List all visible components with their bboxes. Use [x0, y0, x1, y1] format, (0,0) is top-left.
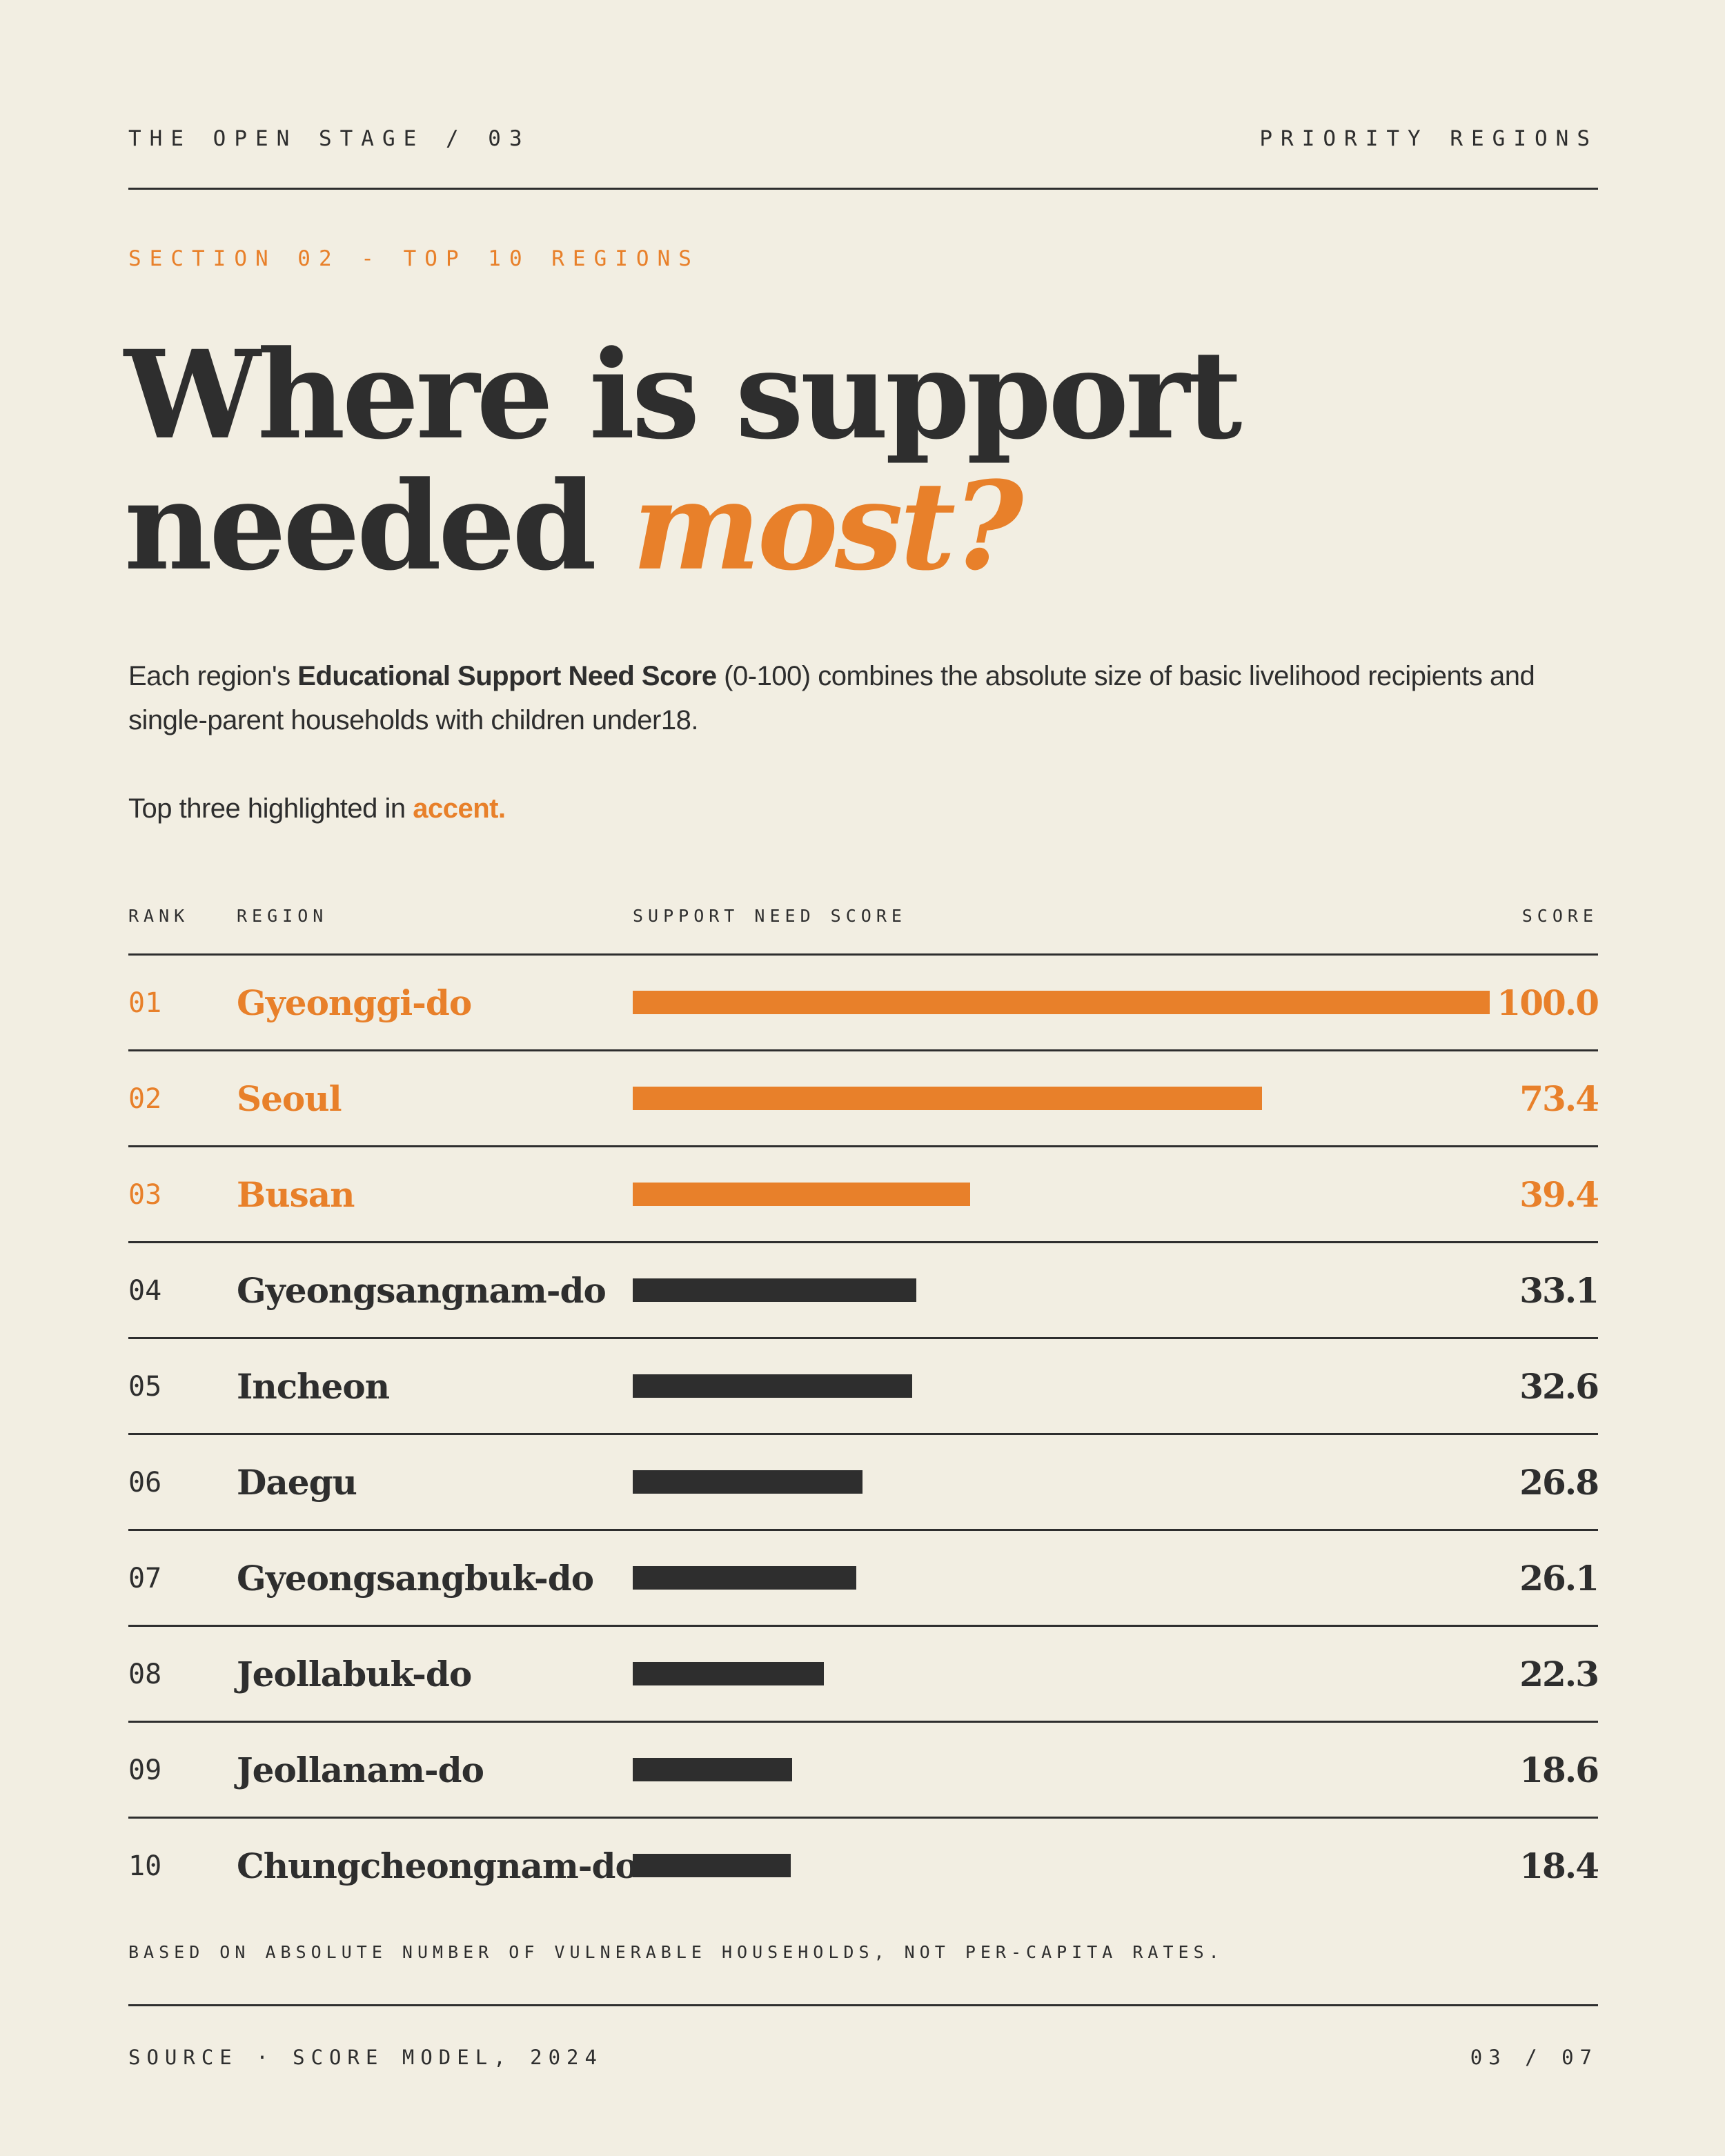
score-value: 39.4: [1519, 1174, 1599, 1215]
intro-text-end: (0-100) combines the absolute size of ba…: [128, 661, 1535, 735]
rank-label: 07: [128, 1563, 162, 1594]
score-bar: [633, 991, 1490, 1014]
region-label: Jeollabuk-do: [237, 1654, 472, 1694]
score-bar: [633, 1470, 862, 1494]
region-label: Incheon: [237, 1366, 390, 1407]
region-label: Daegu: [237, 1462, 357, 1503]
table-row: 05 Incheon 32.6: [128, 1337, 1599, 1433]
page-topic-label: PRIORITY REGIONS: [1259, 126, 1598, 151]
footnote: BASED ON ABSOLUTE NUMBER OF VULNERABLE H…: [128, 1942, 1224, 1962]
highlight-note: Top three highlighted in accent.: [128, 790, 506, 827]
highlight-note-text: Top three highlighted in: [128, 793, 413, 824]
rank-label: 08: [128, 1659, 162, 1690]
score-value: 18.4: [1519, 1846, 1599, 1886]
column-header-score: SCORE: [1521, 906, 1598, 926]
table-row: 06 Daegu 26.8: [128, 1433, 1599, 1529]
publication-label: THE OPEN STAGE / 03: [128, 126, 531, 151]
page-title: Where is support needed most?: [124, 330, 1573, 592]
rank-label: 09: [128, 1754, 162, 1786]
score-bar: [633, 1087, 1262, 1110]
footer-divider: [128, 2004, 1598, 2006]
region-label: Gyeonggi-do: [237, 982, 472, 1023]
column-header-rank: RANK: [128, 906, 190, 926]
table-row: 08 Jeollabuk-do 22.3: [128, 1625, 1599, 1721]
table-row: 01 Gyeonggi-do 100.0: [128, 953, 1599, 1049]
score-value: 26.8: [1519, 1462, 1599, 1503]
rank-label: 05: [128, 1371, 162, 1403]
table-row: 09 Jeollanam-do 18.6: [128, 1721, 1599, 1817]
table-row: 02 Seoul 73.4: [128, 1049, 1599, 1145]
region-label: Chungcheongnam-do: [237, 1846, 638, 1886]
score-bar: [633, 1374, 912, 1398]
header-divider: [128, 188, 1598, 190]
title-line-1: Where is support: [124, 324, 1242, 466]
rank-label: 10: [128, 1850, 162, 1882]
rank-label: 06: [128, 1467, 162, 1499]
score-value: 32.6: [1519, 1366, 1599, 1407]
column-header-bar: SUPPORT NEED SCORE: [633, 906, 907, 926]
table-row: 04 Gyeongsangnam-do 33.1: [128, 1241, 1599, 1337]
table-row: 10 Chungcheongnam-do 18.4: [128, 1817, 1599, 1912]
score-value: 73.4: [1519, 1078, 1599, 1119]
score-value: 33.1: [1519, 1270, 1599, 1311]
region-label: Seoul: [237, 1078, 342, 1119]
source-label: SOURCE · SCORE MODEL, 2024: [128, 2046, 603, 2069]
title-line-2: needed: [124, 455, 597, 597]
region-label: Gyeongsangnam-do: [237, 1270, 607, 1311]
region-label: Busan: [237, 1174, 355, 1215]
score-value: 22.3: [1519, 1654, 1599, 1694]
intro-text-start: Each region's: [128, 661, 298, 691]
score-bar: [633, 1662, 824, 1685]
page-number: 03 / 07: [1470, 2046, 1598, 2069]
region-label: Jeollanam-do: [237, 1750, 484, 1790]
table-row: 07 Gyeongsangbuk-do 26.1: [128, 1529, 1599, 1625]
score-bar: [633, 1566, 857, 1590]
score-value: 100.0: [1497, 982, 1599, 1023]
table-row: 03 Busan 39.4: [128, 1145, 1599, 1241]
column-header-region: REGION: [237, 906, 328, 926]
page-header: THE OPEN STAGE / 03 PRIORITY REGIONS: [128, 126, 1598, 151]
score-value: 18.6: [1519, 1750, 1599, 1790]
section-label: SECTION 02 - TOP 10 REGIONS: [128, 246, 700, 271]
rank-label: 01: [128, 987, 162, 1019]
rank-label: 02: [128, 1083, 162, 1115]
ranking-table: 01 Gyeonggi-do 100.0 02 Seoul 73.4 03 Busan 39.4…: [128, 953, 1599, 1912]
intro-paragraph: Each region's Educational Support Need S…: [128, 654, 1612, 742]
page-footer: SOURCE · SCORE MODEL, 2024 03 / 07: [128, 2046, 1598, 2069]
score-bar: [633, 1278, 917, 1302]
highlight-accent-word: accent.: [413, 793, 506, 824]
region-label: Gyeongsangbuk-do: [237, 1558, 594, 1599]
score-value: 26.1: [1519, 1558, 1599, 1599]
rank-label: 03: [128, 1179, 162, 1211]
rank-label: 04: [128, 1275, 162, 1307]
score-bar: [633, 1183, 971, 1206]
score-bar: [633, 1854, 791, 1877]
title-accent-word: most?: [632, 455, 1023, 597]
intro-score-name: Educational Support Need Score: [297, 661, 717, 691]
score-bar: [633, 1758, 792, 1781]
